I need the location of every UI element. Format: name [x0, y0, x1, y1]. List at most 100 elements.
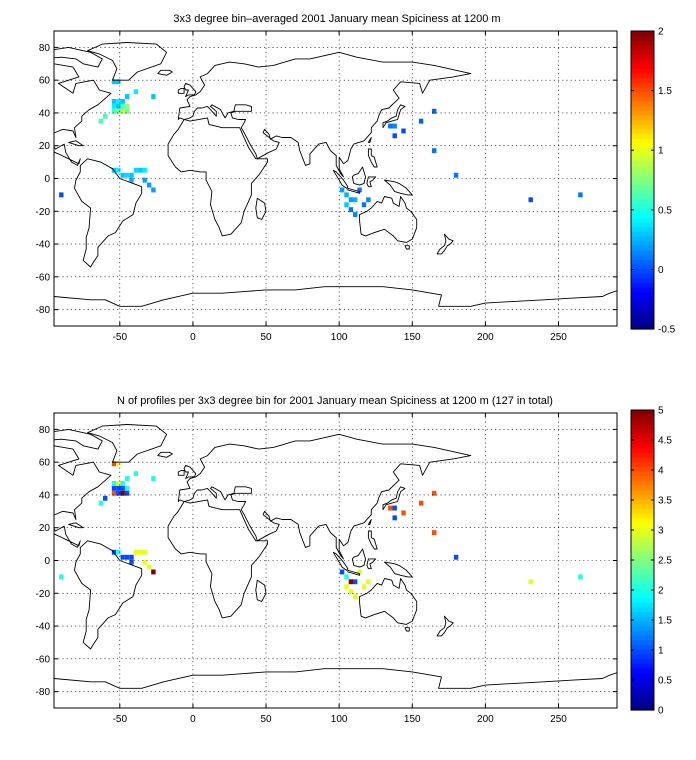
colorbar-swatch: [631, 77, 654, 83]
x-tick-label: 150: [404, 332, 421, 343]
colorbar-swatch: [631, 319, 654, 325]
colorbar-swatch: [631, 161, 654, 167]
data-bin-cell: [142, 177, 147, 183]
colorbar-swatch: [631, 142, 654, 149]
coastline: [183, 464, 197, 480]
coastline: [255, 579, 267, 602]
colorbar-swatch: [631, 49, 654, 55]
colorbar-swatch: [631, 68, 654, 74]
data-bin-cell: [116, 490, 121, 496]
data-bin-cell: [388, 123, 393, 129]
colorbar-swatch: [631, 494, 654, 500]
data-bin-cell: [138, 549, 143, 555]
colorbar-frame: [630, 30, 655, 330]
data-bin-cell: [111, 79, 117, 85]
colorbar-swatch: [631, 54, 654, 60]
data-bin-cell: [151, 476, 156, 481]
data-bin-cell: [357, 187, 362, 193]
data-bin-cell: [111, 99, 117, 104]
colorbar-swatch: [631, 414, 654, 420]
colorbar-swatch: [631, 639, 654, 645]
x-tick-label: -50: [113, 714, 128, 725]
colorbar-tick-label: 0.5: [658, 676, 672, 687]
colorbar-swatch: [631, 207, 654, 214]
data-bin-cell: [392, 133, 397, 139]
coastline: [359, 196, 418, 243]
data-bin-cell: [578, 574, 583, 580]
colorbar-swatch: [631, 672, 654, 678]
data-bin-cell: [116, 79, 121, 85]
data-bin-cell: [138, 167, 143, 173]
coastline: [74, 158, 143, 268]
colorbar-tick-label: 0: [658, 706, 664, 717]
data-bin-cell: [98, 118, 103, 124]
coastline: [54, 286, 617, 326]
colorbar-swatch: [631, 124, 654, 130]
coastline: [157, 451, 173, 458]
data-bin-cell: [124, 172, 130, 178]
coastline: [183, 82, 197, 98]
data-bin-cell: [124, 485, 130, 491]
colorbar-swatch: [631, 452, 654, 458]
colorbar-swatch: [631, 442, 654, 449]
colorbar-swatch: [631, 277, 654, 284]
colorbar-swatch: [631, 677, 654, 683]
y-tick-label: 60: [39, 458, 51, 469]
y-tick-label: 0: [44, 174, 50, 185]
colorbar-swatch: [631, 96, 654, 102]
coastline: [177, 87, 185, 94]
colorbar-tick-label: 2: [658, 586, 664, 597]
colorbar-swatch: [631, 503, 654, 510]
coastline: [366, 558, 377, 570]
colorbar-swatch: [631, 114, 654, 121]
colorbar-swatch: [631, 235, 654, 242]
colorbar-swatch: [631, 606, 654, 613]
data-bin-cell: [344, 192, 349, 198]
coastline: [347, 187, 361, 194]
x-tick-label: 0: [190, 332, 196, 343]
colorbar-swatch: [631, 691, 654, 697]
y-tick-label: 80: [39, 43, 51, 54]
colorbar-swatch: [631, 301, 654, 307]
colorbar-swatch: [631, 203, 654, 209]
map-layer: [54, 424, 617, 708]
data-bin-cell: [120, 554, 125, 560]
colorbar-swatch: [631, 263, 654, 270]
colorbar-swatch: [631, 564, 654, 570]
colorbar-swatch: [631, 249, 654, 256]
data-bin-cell: [418, 500, 424, 506]
coastline: [359, 578, 418, 625]
colorbar-swatch: [631, 268, 654, 274]
data-bin-cell: [111, 490, 117, 496]
colorbar-swatch: [631, 100, 654, 107]
data-bin-cell: [339, 187, 345, 193]
colorbar-swatch: [631, 686, 654, 692]
colorbar-swatch: [631, 555, 654, 561]
data-bin-cell: [129, 554, 134, 560]
colorbar-swatch: [631, 110, 654, 116]
data-bin-cell: [146, 564, 152, 570]
colorbar-swatch: [631, 536, 654, 542]
y-tick-label: 40: [39, 108, 51, 119]
data-bin-cell: [151, 187, 156, 193]
colorbar-tick-label: 1: [658, 646, 664, 657]
colorbar-swatch: [631, 82, 654, 88]
data-bin-cell: [111, 485, 117, 491]
colorbar-swatch: [631, 44, 654, 51]
colorbar-swatch: [631, 447, 654, 453]
data-bin-cell: [401, 510, 406, 516]
data-bin-cell: [124, 554, 130, 560]
data-bin-cell: [392, 123, 397, 129]
x-tick-label: 200: [477, 714, 494, 725]
coastline: [177, 51, 472, 178]
colorbar-swatch: [631, 152, 654, 158]
colorbar-swatch: [631, 273, 654, 279]
colorbar-swatch: [631, 578, 654, 585]
data-bin-cell: [388, 505, 393, 511]
coastline: [367, 148, 378, 168]
data-bin-cell: [578, 192, 583, 198]
data-bin-cell: [124, 476, 130, 481]
colorbar-tick-label: 2.5: [658, 556, 672, 567]
colorbar-swatch: [631, 193, 654, 200]
data-bin-cell: [348, 579, 354, 585]
